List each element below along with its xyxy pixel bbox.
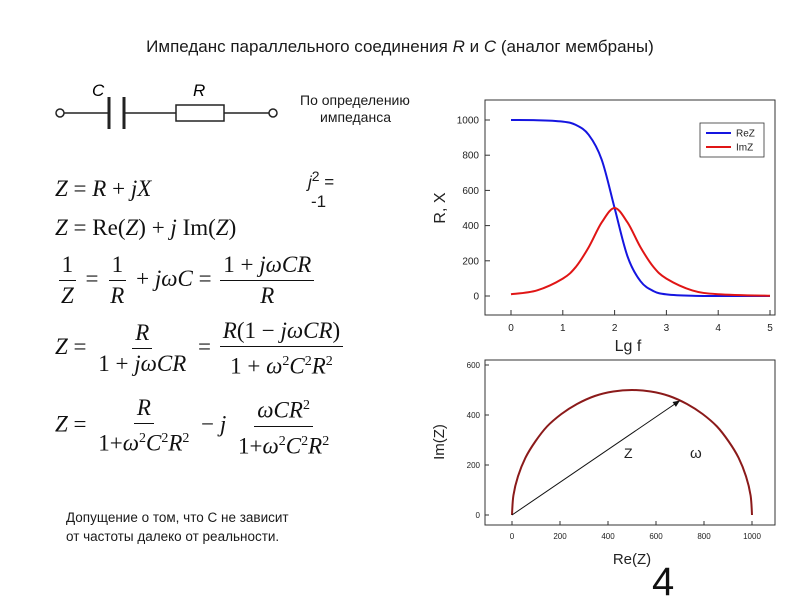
x-tick-label: 5 xyxy=(767,323,773,334)
y-tick-label: 1000 xyxy=(457,116,480,127)
legend-label-ImZ: ImZ xyxy=(736,143,753,154)
x-tick-label: 2 xyxy=(612,323,618,334)
y-tick-label: 200 xyxy=(462,256,479,267)
legend-label-ReZ: ReZ xyxy=(736,129,755,140)
vector-arrowhead xyxy=(672,400,680,407)
plot-frame xyxy=(484,99,776,316)
series-line-ImZ xyxy=(510,206,771,297)
terminal-left xyxy=(55,108,65,118)
assumption-note-line2: от частоты далеко от реальности. xyxy=(66,529,280,544)
x-tick-label: 800 xyxy=(697,532,711,541)
definition-note-line2: импеданса xyxy=(320,109,391,125)
x-tick-label: 1000 xyxy=(743,532,761,541)
plot-frame xyxy=(484,359,776,526)
omega-label: ω xyxy=(690,445,702,462)
x-tick-label: 4 xyxy=(715,323,721,334)
x-tick-label: 1 xyxy=(560,323,566,334)
slide-title: Импеданс параллельного соединения R и C … xyxy=(146,37,654,56)
resistor-label: R xyxy=(193,81,205,100)
y-tick-label: 600 xyxy=(467,361,481,370)
nyquist-plot: 0 200 400 600 800 1000 0 200 400 600 Z ω Re(Z) Im(Z) xyxy=(431,359,776,568)
definition-note-line1: По определению xyxy=(300,92,410,108)
formula-impedance-def: Z = R + jX xyxy=(55,176,152,201)
y-tick-label: 0 xyxy=(476,511,481,520)
x-tick-label: 3 xyxy=(664,323,670,334)
j-squared-value: -1 xyxy=(311,192,327,211)
y-tick-label: 200 xyxy=(467,461,481,470)
y-tick-label: 800 xyxy=(462,151,479,162)
vector-label-z: Z xyxy=(624,445,633,461)
nyquist-semicircle xyxy=(511,388,753,516)
x-axis-label: Re(Z) xyxy=(613,551,651,568)
resistor xyxy=(175,104,225,122)
frequency-response-chart: 0 1 2 3 4 5 0 200 400 600 800 1000 ReZ ImZ Lg f R, X xyxy=(432,99,776,355)
y-tick-label: 0 xyxy=(473,292,479,303)
x-axis-label: Lg f xyxy=(615,338,642,355)
formula-z-re-im-parts: Z = R 1+ω2C2R2 − j ωCR2 1+ω2C2R2 xyxy=(55,393,335,459)
x-tick-label: 0 xyxy=(510,532,515,541)
y-tick-label: 600 xyxy=(462,186,479,197)
legend-box xyxy=(699,122,765,158)
impedance-vector xyxy=(511,400,681,516)
series-line-ReZ xyxy=(510,118,770,298)
x-tick-label: 400 xyxy=(601,532,615,541)
y-tick-label: 400 xyxy=(467,411,481,420)
x-tick-label: 0 xyxy=(508,323,514,334)
y-axis-label: R, X xyxy=(432,192,449,223)
x-tick-label: 600 xyxy=(649,532,663,541)
y-axis-label: Im(Z) xyxy=(431,424,448,460)
terminal-right xyxy=(268,108,278,118)
page-number: 4 xyxy=(652,560,675,604)
rc-circuit-diagram: C R xyxy=(55,81,278,129)
capacitor-label: C xyxy=(92,81,105,100)
assumption-note: Допущение о том, что C не зависит от час… xyxy=(66,508,289,546)
y-tick-label: 400 xyxy=(462,221,479,232)
formula-re-im: Z = Re(Z) + j Im(Z) xyxy=(55,215,237,240)
x-tick-label: 200 xyxy=(553,532,567,541)
assumption-note-line1: Допущение о том, что C не зависит xyxy=(66,510,289,525)
j-squared-note: j2 = xyxy=(308,168,335,192)
